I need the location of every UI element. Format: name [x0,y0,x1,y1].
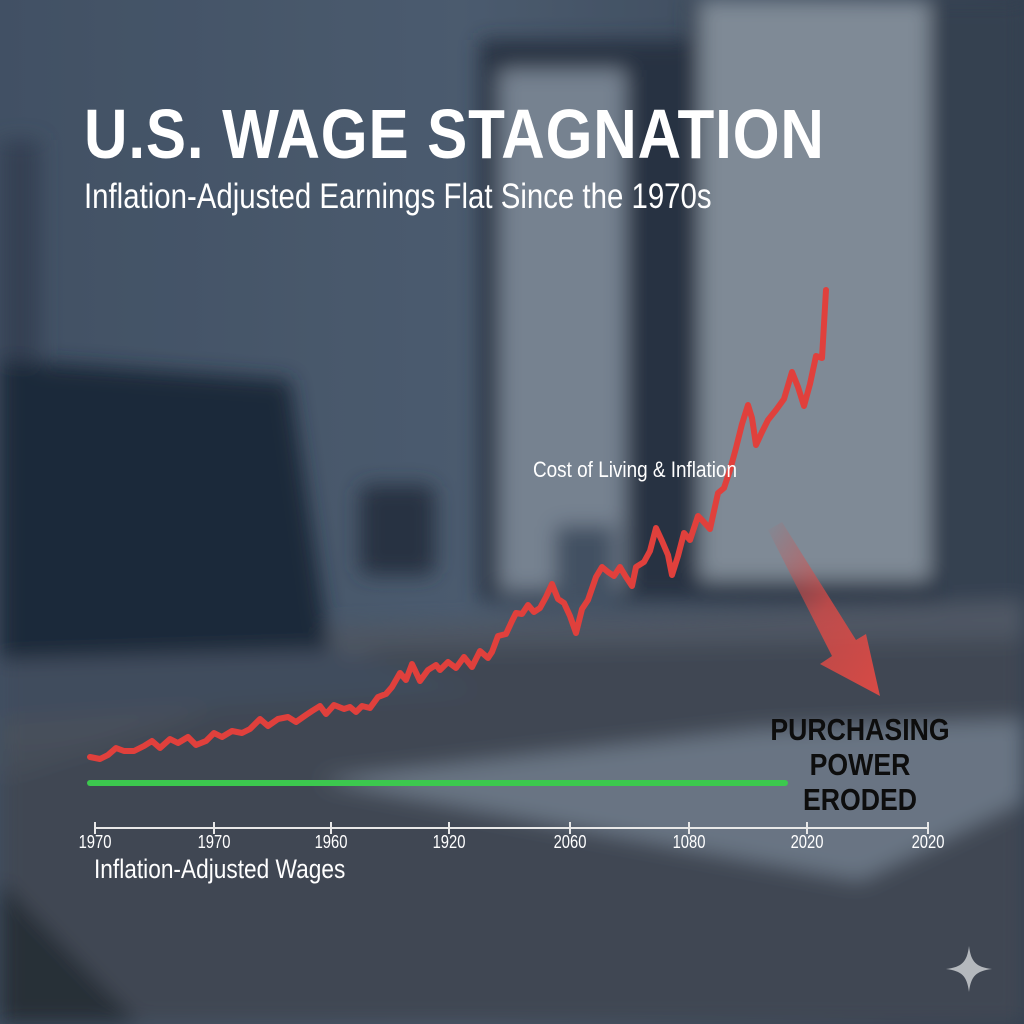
x-axis [94,822,929,834]
arrow-down-right-icon [768,522,880,696]
wage-series-label: Inflation-Adjusted Wages [94,854,346,884]
chart-title: U.S. WAGE STAGNATION [84,95,825,173]
purchasing-power-annotation: PURCHASING POWER ERODED [767,712,953,817]
annotation-line-2: POWER [809,747,911,782]
x-tick-label: 1970 [78,832,112,852]
x-tick-label: 2060 [553,832,587,852]
annotation-line-1: PURCHASING [770,712,950,747]
cost-of-living-series-line [87,287,829,762]
sparkle-icon [946,946,992,992]
x-tick-label: 2020 [911,832,945,852]
x-tick-label: 1970 [197,832,231,852]
x-tick-label: 1920 [432,832,466,852]
chart-subtitle: Inflation-Adjusted Earnings Flat Since t… [84,177,712,216]
cost-series-label: Cost of Living & Inflation [533,457,738,482]
annotation-line-3: ERODED [802,782,918,817]
x-tick-label: 2020 [790,832,824,852]
x-tick-label: 1960 [314,832,348,852]
x-tick-label: 1080 [672,832,706,852]
